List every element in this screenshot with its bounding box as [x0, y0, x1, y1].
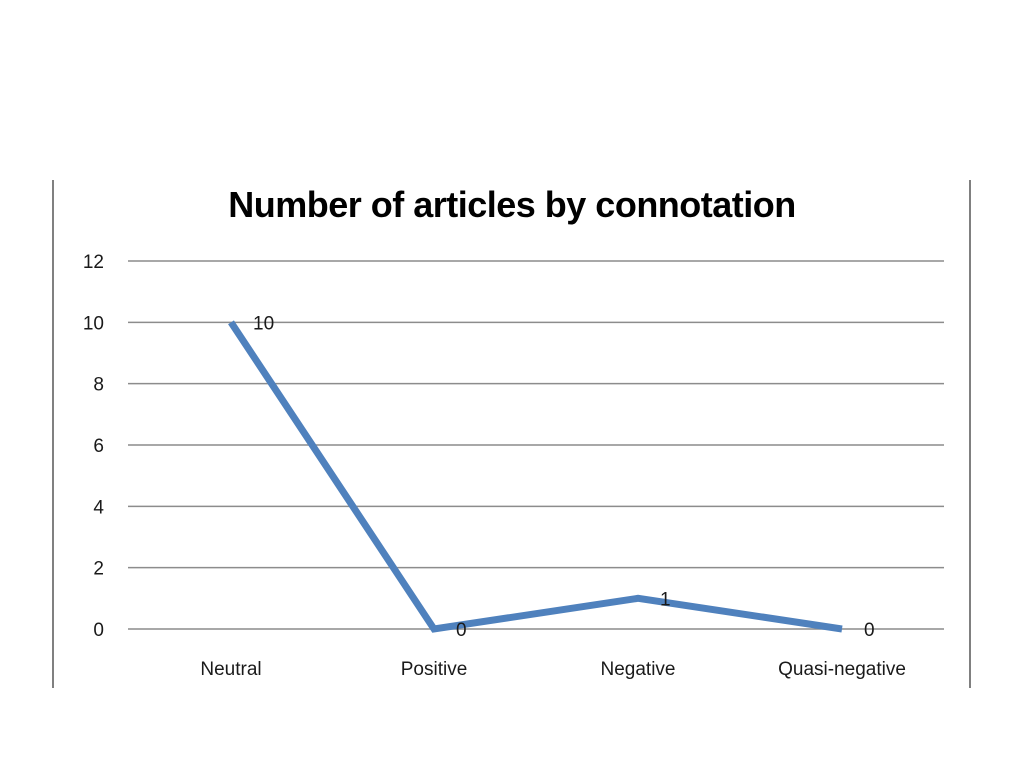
y-tick-label-10: 10 — [83, 313, 104, 334]
gridlines — [128, 260, 944, 630]
data-label-1: 0 — [456, 620, 467, 641]
chart-frame-right-border — [969, 180, 971, 688]
x-category-label-1: Positive — [401, 659, 468, 680]
x-axis-category-labels: Neutral Positive Negative Quasi-negative — [200, 659, 906, 680]
data-label-3: 0 — [864, 620, 875, 641]
y-axis-tick-labels: 0 2 4 6 8 10 12 — [83, 252, 105, 641]
x-category-label-0: Neutral — [200, 659, 261, 680]
data-label-2: 1 — [660, 589, 671, 610]
series-lines — [228, 320, 843, 633]
y-tick-label-4: 4 — [93, 497, 104, 518]
y-tick-label-6: 6 — [93, 436, 104, 457]
y-tick-label-2: 2 — [93, 559, 104, 580]
y-tick-label-12: 12 — [83, 252, 104, 273]
data-label-0: 10 — [253, 313, 274, 334]
series-line-0 — [228, 320, 843, 633]
y-tick-label-0: 0 — [93, 620, 104, 641]
x-category-label-3: Quasi-negative — [778, 659, 906, 680]
y-tick-label-8: 8 — [93, 375, 104, 396]
chart-frame-left-border — [52, 180, 54, 688]
chart-title: Number of articles by connotation — [228, 184, 796, 225]
x-category-label-2: Negative — [601, 659, 676, 680]
